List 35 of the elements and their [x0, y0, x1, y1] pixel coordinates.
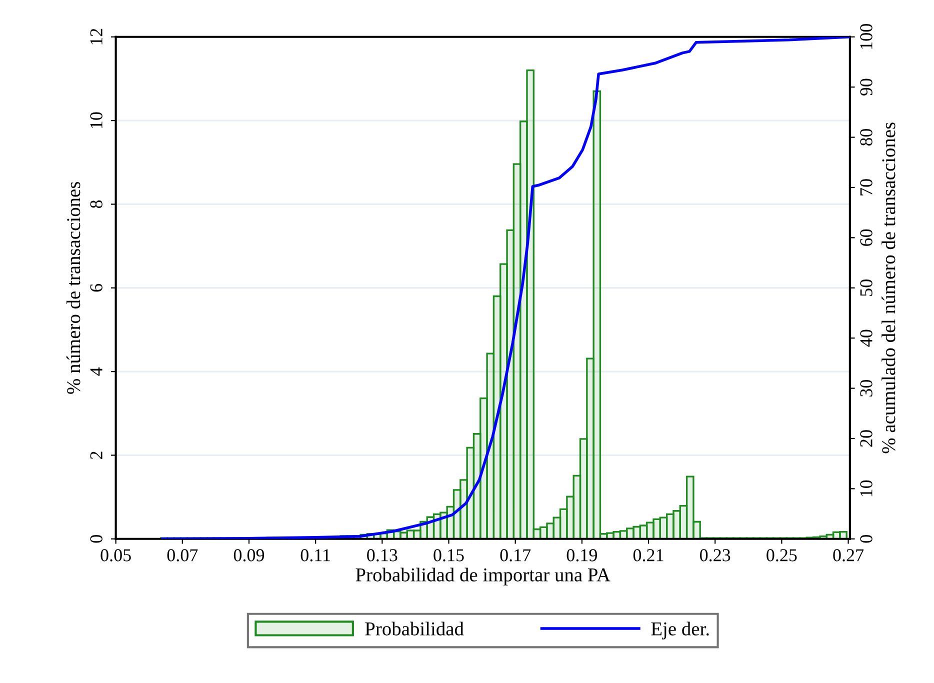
x-tick-label: 0.23 — [700, 549, 730, 562]
y2-tick-label: 90 — [860, 78, 872, 96]
y2-tick-label: 20 — [860, 430, 872, 447]
y-tick-label: 12 — [90, 28, 102, 44]
y-tick-label: 2 — [90, 452, 102, 459]
x-tick-label: 0.17 — [500, 549, 531, 562]
y-tick-label: 0 — [90, 535, 102, 543]
x-tick-label: 0.19 — [566, 549, 597, 562]
y2-tick-label: 10 — [860, 480, 872, 496]
y2-tick-label: 100 — [860, 24, 872, 49]
y2-tick-label: 70 — [860, 179, 872, 196]
y2-tick-label: 0 — [860, 535, 872, 543]
y2-tick-label: 50 — [860, 280, 872, 296]
x-axis-title: Probabilidad de importar una PA — [356, 568, 610, 586]
x-tick-label: 0.07 — [167, 549, 198, 562]
y-tick-label: 8 — [90, 200, 102, 208]
x-tick-label: 0.09 — [234, 549, 264, 562]
x-tick-label: 0.15 — [434, 549, 464, 562]
y2-tick-label: 30 — [860, 380, 872, 396]
y2-tick-label: 40 — [860, 330, 872, 347]
legend-label: Probabilidad — [365, 622, 464, 636]
y-tick-label: 10 — [90, 112, 102, 128]
y-axis-title: % número de transacciones — [66, 182, 80, 394]
x-tick-label: 0.11 — [300, 549, 330, 562]
x-tick-label: 0.25 — [766, 549, 797, 562]
x-tick-label: 0.05 — [100, 549, 131, 562]
y2-tick-label: 80 — [860, 128, 872, 146]
x-tick-label: 0.21 — [633, 549, 664, 562]
legend-label: Eje der. — [651, 622, 709, 640]
y-tick-label: 6 — [90, 284, 102, 292]
y2-tick-label: 60 — [860, 229, 872, 246]
y-tick-label: 4 — [90, 367, 102, 376]
x-tick-label: 0.13 — [367, 549, 398, 562]
y2-axis-title: % acumulado del número de transacciones — [882, 122, 896, 454]
x-tick-label: 0.27 — [833, 549, 864, 562]
